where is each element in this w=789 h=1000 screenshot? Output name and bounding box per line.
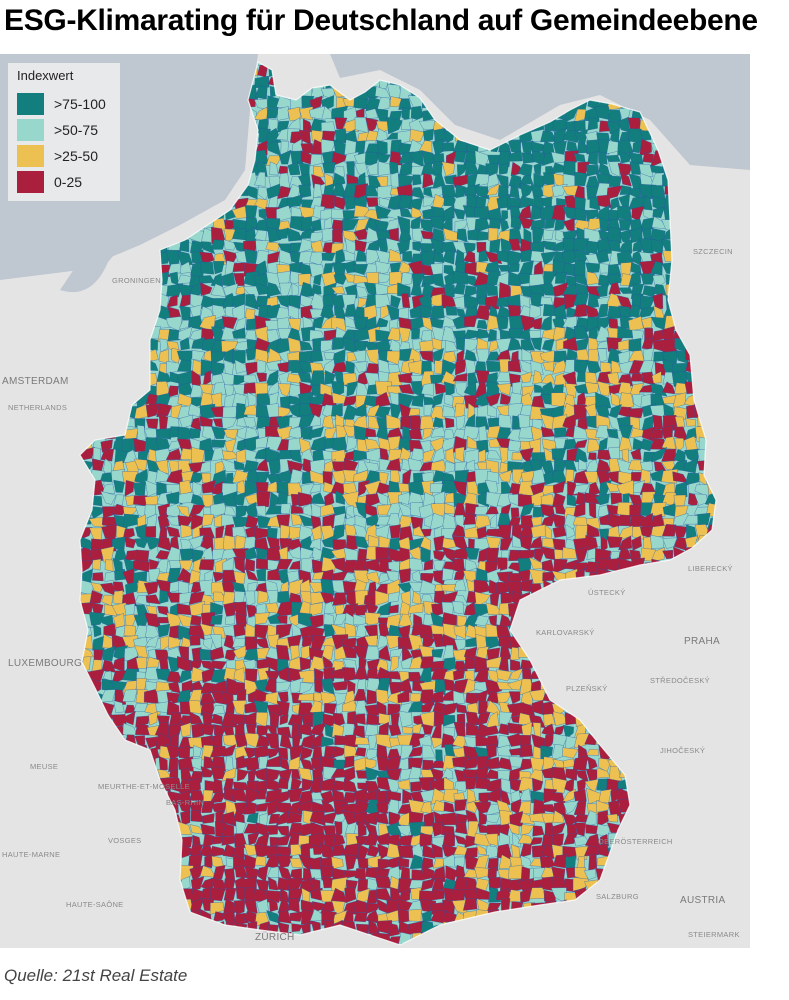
place-label-oberosterreich: OBERÖSTERREICH [598, 837, 673, 846]
place-label-jihocesky: JIHOČESKÝ [660, 746, 706, 755]
legend-swatch [17, 119, 44, 141]
place-label-luxembourg: LUXEMBOURG [8, 658, 83, 669]
place-label-steiermark: STEIERMARK [688, 930, 740, 939]
place-label-meurthe-moselle: MEURTHE-ET-MOSELLE [98, 782, 190, 791]
place-label-groningen: GRONINGEN [112, 276, 161, 285]
place-label-vosges: VOSGES [108, 836, 142, 845]
legend-label: >50-75 [54, 122, 98, 138]
place-label-plzensky: PLZEŇSKÝ [566, 684, 608, 693]
legend-label: >25-50 [54, 148, 98, 164]
map-canvas[interactable]: SZCZECIN AMSTERDAM NETHERLANDS GRONINGEN… [0, 54, 750, 948]
place-label-salzburg: SALZBURG [596, 892, 639, 901]
map-title: ESG-Klimarating für Deutschland auf Geme… [4, 4, 758, 37]
place-label-praha: PRAHA [684, 636, 720, 647]
legend-label: 0-25 [54, 174, 83, 190]
place-label-ustecky: ÚSTECKÝ [588, 588, 626, 597]
legend-label: >75-100 [54, 96, 106, 112]
place-label-haute-marne: HAUTE-MARNE [2, 850, 61, 859]
ijsselmeer [60, 180, 133, 293]
place-label-liberecky: LIBERECKÝ [688, 564, 733, 573]
place-label-stredocesky: STŘEDOČESKÝ [650, 676, 710, 685]
place-label-szczecin: SZCZECIN [693, 247, 733, 256]
legend-swatch [17, 93, 44, 115]
place-label-karlovarsky: KARLOVARSKÝ [536, 628, 595, 637]
place-label-bas-rhin: BAS-RHIN [166, 798, 205, 807]
legend-swatch [17, 171, 44, 193]
germany-choropleth-map[interactable] [0, 54, 750, 948]
place-label-amsterdam: AMSTERDAM [2, 376, 69, 387]
place-label-zurich: ZÜRICH [255, 932, 295, 943]
legend-swatch [17, 145, 44, 167]
place-label-austria: AUSTRIA [680, 895, 726, 906]
map-legend: Indexwert >75-100 >50-75 >25-50 0-25 [8, 63, 120, 201]
baltic-sea [330, 54, 750, 170]
place-label-haute-saone: HAUTE-SAÔNE [66, 900, 124, 909]
source-credit: Quelle: 21st Real Estate [4, 966, 188, 985]
legend-title: Indexwert [17, 68, 74, 83]
place-label-netherlands: NETHERLANDS [8, 403, 68, 412]
place-label-meuse: MEUSE [30, 762, 59, 771]
